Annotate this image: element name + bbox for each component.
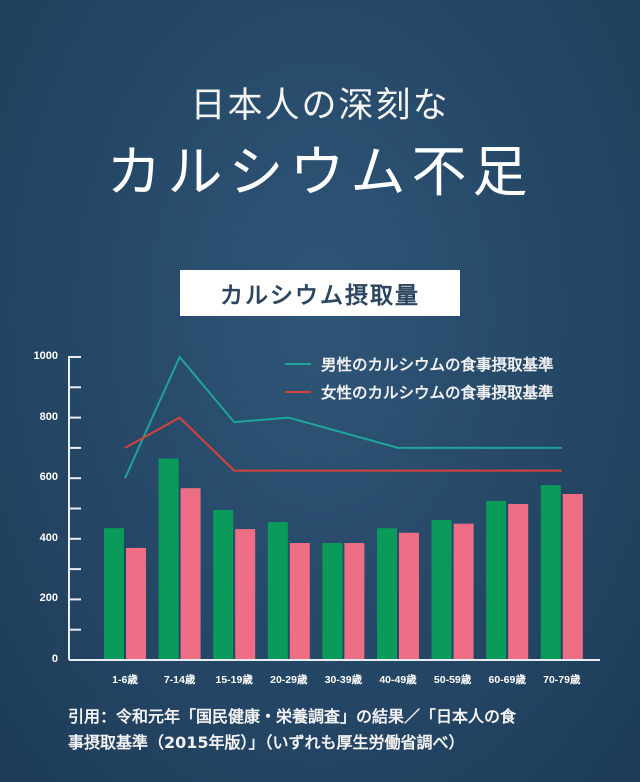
x-tick-label: 15-19歳 bbox=[215, 674, 253, 686]
x-tick-label: 70-79歳 bbox=[543, 674, 581, 686]
bar-male bbox=[486, 500, 507, 660]
bar-female bbox=[508, 503, 529, 660]
bar-male bbox=[158, 458, 179, 660]
bar-female bbox=[126, 547, 146, 660]
bar-male bbox=[322, 543, 343, 660]
bar-female bbox=[289, 543, 310, 660]
bar-female bbox=[453, 523, 474, 660]
legend: 男性のカルシウムの食事摂取基準 女性のカルシウムの食事摂取基準 bbox=[285, 350, 554, 406]
legend-item-male: 男性のカルシウムの食事摂取基準 bbox=[285, 350, 554, 378]
chart-title-badge: カルシウム摂取量 bbox=[180, 270, 460, 316]
title-block: 日本人の深刻な カルシウム不足 bbox=[0, 84, 640, 212]
line-female-standard bbox=[124, 416, 562, 472]
y-tick-label: 1000 bbox=[33, 350, 58, 362]
x-tick-label: 30-39歳 bbox=[324, 674, 363, 686]
y-tick-label: 0 bbox=[51, 653, 58, 665]
footnote-line-1: 引用：令和元年「国民健康・栄養調査」の結果／「日本人の食 bbox=[68, 707, 517, 726]
x-tick-label: 20-29歳 bbox=[270, 674, 308, 686]
bar-female bbox=[344, 543, 365, 660]
legend-swatch-female bbox=[285, 391, 311, 393]
bar-male bbox=[431, 520, 452, 660]
y-tick-label: 600 bbox=[39, 471, 58, 484]
x-tick-label: 1-6歳 bbox=[112, 674, 138, 686]
x-tick-label: 50-59歳 bbox=[433, 674, 472, 686]
legend-label-male: 男性のカルシウムの食事摂取基準 bbox=[321, 356, 554, 374]
y-tick-label: 400 bbox=[39, 531, 58, 544]
chart-area bbox=[0, 340, 640, 690]
legend-item-female: 女性のカルシウムの食事摂取基準 bbox=[285, 378, 554, 406]
bar-female bbox=[235, 529, 256, 660]
y-tick-label: 800 bbox=[39, 410, 58, 423]
bar-male bbox=[213, 510, 234, 660]
bar-male bbox=[267, 522, 288, 660]
bar-female bbox=[180, 488, 201, 660]
bar-male bbox=[377, 528, 397, 660]
bar-female bbox=[562, 493, 583, 660]
title-line-2: カルシウム不足 bbox=[106, 140, 534, 204]
x-tick-label: 7-14歳 bbox=[163, 674, 196, 686]
bar-male bbox=[540, 485, 561, 660]
y-tick-label: 200 bbox=[39, 592, 58, 605]
title-line-1: 日本人の深刻な bbox=[190, 86, 450, 126]
legend-label-female: 女性のカルシウムの食事摂取基準 bbox=[321, 384, 554, 402]
x-tick-label: 40-49歳 bbox=[379, 674, 417, 686]
bar-female bbox=[399, 532, 419, 660]
legend-swatch-male bbox=[285, 363, 311, 365]
x-tick-label: 60-69歳 bbox=[488, 674, 526, 686]
bar-male bbox=[104, 528, 124, 660]
source-footnote: 引用：令和元年「国民健康・栄養調査」の結果／「日本人の食 事摂取基準（2015年… bbox=[68, 704, 608, 756]
chart-plot bbox=[68, 355, 600, 661]
footnote-line-2: 事摂取基準（2015年版）」（いずれも厚生労働省調べ） bbox=[68, 733, 465, 752]
line-male-standard bbox=[124, 355, 562, 479]
